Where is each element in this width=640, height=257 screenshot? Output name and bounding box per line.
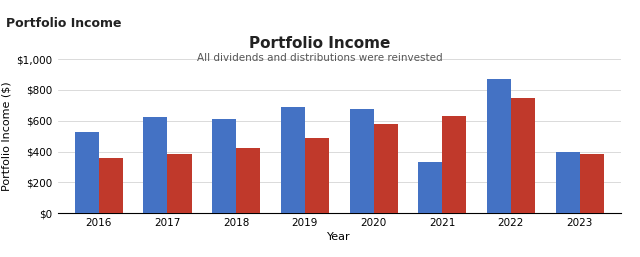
Bar [168,154,191,213]
Bar [212,119,236,213]
Bar [487,79,511,213]
Y-axis label: Portfolio Income ($): Portfolio Income ($) [1,81,11,191]
Text: All dividends and distributions were reinvested: All dividends and distributions were rei… [197,53,443,63]
Bar [75,132,99,213]
Bar [556,152,580,213]
Bar [99,158,123,213]
Bar [349,109,374,213]
Text: Portfolio Income: Portfolio Income [250,36,390,51]
Bar [580,154,604,213]
Text: Portfolio Income: Portfolio Income [6,17,122,30]
Bar [305,138,329,213]
Bar [418,162,442,213]
Bar [143,117,168,213]
Bar [374,124,397,213]
Bar [281,107,305,213]
X-axis label: Year: Year [328,232,351,242]
Bar [236,148,260,213]
Bar [511,98,535,213]
Bar [442,116,467,213]
